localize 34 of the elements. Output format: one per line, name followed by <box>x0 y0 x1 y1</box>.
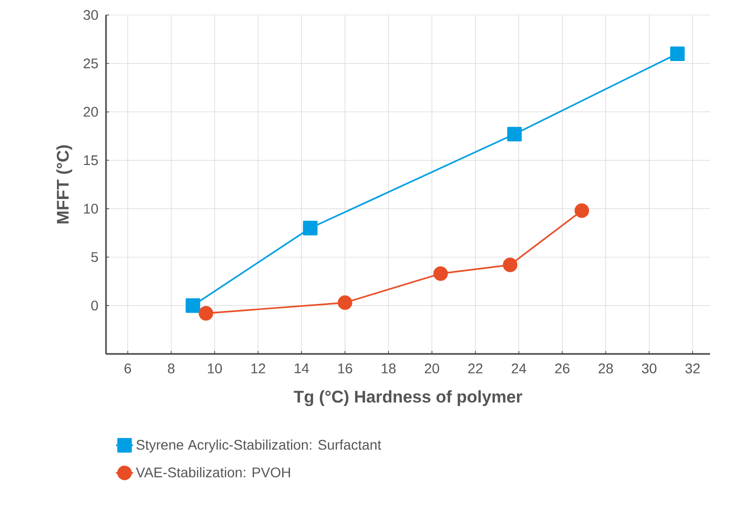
point <box>302 220 318 236</box>
y-tick-label: 10 <box>84 204 98 214</box>
point <box>574 203 590 218</box>
point <box>186 298 200 313</box>
y-axis-title: MFFT (°C) <box>56 145 72 224</box>
x-tick-label: 16 <box>338 363 352 374</box>
x-tick-label: 28 <box>598 363 613 374</box>
y-tick-label: 0 <box>91 300 98 310</box>
x-tick-label: 30 <box>642 363 656 374</box>
x-tick-label: 24 <box>512 363 526 374</box>
point <box>507 126 522 142</box>
x-tick-label: 6 <box>124 363 131 374</box>
point <box>338 295 352 310</box>
x-tick-label: 10 <box>208 363 222 374</box>
x-tick-label: 12 <box>251 363 266 374</box>
x-tick-label: 8 <box>168 363 174 374</box>
y-tick-label: 15 <box>84 155 98 166</box>
y-tick-label: 30 <box>84 10 98 20</box>
x-tick-label: 22 <box>468 363 482 374</box>
point <box>433 266 448 281</box>
x-tick-label: 26 <box>555 363 570 374</box>
point <box>670 46 685 62</box>
x-tick-label: 18 <box>382 363 396 374</box>
y-tick-label: 25 <box>84 58 98 68</box>
point <box>198 306 214 321</box>
legend-label: Styrene Acrylic-Stabilization: Surfactant <box>136 440 382 453</box>
legend-label: VAE-Stabilization: PVOH <box>136 467 290 478</box>
x-tick-label: 14 <box>294 364 309 374</box>
y-tick-label: 20 <box>84 106 98 117</box>
x-axis-title: Tg (°C) Hardness of polymer <box>294 390 522 406</box>
point <box>502 258 518 272</box>
x-tick-label: 32 <box>685 363 700 374</box>
y-tick-label: 5 <box>91 252 98 262</box>
x-tick-label: 20 <box>424 363 440 374</box>
